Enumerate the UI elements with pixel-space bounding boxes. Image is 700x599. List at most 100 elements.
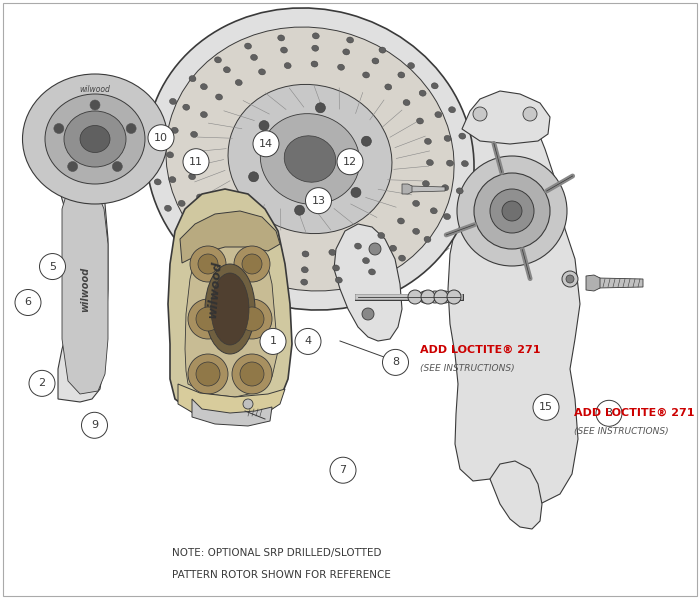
Text: PATTERN ROTOR SHOWN FOR REFERENCE: PATTERN ROTOR SHOWN FOR REFERENCE bbox=[172, 570, 391, 580]
Text: 11: 11 bbox=[189, 157, 203, 167]
Text: 2: 2 bbox=[38, 379, 46, 388]
Ellipse shape bbox=[80, 126, 110, 153]
Circle shape bbox=[90, 100, 100, 110]
Circle shape bbox=[596, 400, 622, 426]
Text: 12: 12 bbox=[343, 157, 357, 167]
Ellipse shape bbox=[146, 8, 474, 310]
Circle shape bbox=[502, 201, 522, 221]
Circle shape bbox=[419, 291, 431, 303]
Ellipse shape bbox=[435, 111, 442, 117]
Text: ADD LOCTITE® 271: ADD LOCTITE® 271 bbox=[574, 407, 694, 418]
Ellipse shape bbox=[312, 45, 318, 52]
Polygon shape bbox=[490, 461, 542, 529]
Ellipse shape bbox=[235, 80, 242, 86]
Ellipse shape bbox=[372, 58, 379, 64]
Polygon shape bbox=[180, 211, 280, 263]
Polygon shape bbox=[598, 278, 643, 288]
Circle shape bbox=[295, 205, 304, 215]
Circle shape bbox=[316, 103, 326, 113]
Circle shape bbox=[68, 162, 78, 171]
Text: (SEE INSTRUCTIONS): (SEE INSTRUCTIONS) bbox=[574, 427, 668, 436]
Ellipse shape bbox=[157, 124, 164, 130]
Circle shape bbox=[196, 307, 220, 331]
Polygon shape bbox=[185, 229, 278, 397]
Ellipse shape bbox=[22, 74, 167, 204]
Ellipse shape bbox=[152, 152, 159, 158]
Circle shape bbox=[198, 254, 218, 274]
Circle shape bbox=[243, 399, 253, 409]
Ellipse shape bbox=[200, 84, 207, 90]
Polygon shape bbox=[477, 179, 548, 251]
Circle shape bbox=[449, 291, 461, 303]
Circle shape bbox=[112, 162, 122, 171]
Circle shape bbox=[362, 308, 374, 320]
Circle shape bbox=[337, 149, 363, 175]
Circle shape bbox=[447, 290, 461, 304]
Circle shape bbox=[409, 291, 421, 303]
Ellipse shape bbox=[343, 49, 350, 55]
Circle shape bbox=[434, 290, 448, 304]
Circle shape bbox=[234, 246, 270, 282]
Polygon shape bbox=[448, 101, 580, 504]
Circle shape bbox=[562, 271, 578, 287]
Ellipse shape bbox=[205, 249, 212, 255]
Circle shape bbox=[439, 291, 451, 303]
Ellipse shape bbox=[284, 62, 291, 69]
Polygon shape bbox=[58, 179, 108, 402]
Circle shape bbox=[421, 290, 435, 304]
Ellipse shape bbox=[426, 159, 433, 165]
Circle shape bbox=[429, 291, 441, 303]
Ellipse shape bbox=[172, 127, 178, 134]
Ellipse shape bbox=[187, 152, 194, 159]
Ellipse shape bbox=[166, 27, 454, 291]
Ellipse shape bbox=[244, 43, 251, 49]
Circle shape bbox=[457, 156, 567, 266]
Ellipse shape bbox=[164, 205, 172, 211]
Polygon shape bbox=[62, 184, 108, 394]
Polygon shape bbox=[90, 167, 108, 184]
Circle shape bbox=[183, 149, 209, 175]
Polygon shape bbox=[178, 384, 285, 421]
Ellipse shape bbox=[154, 179, 161, 185]
Ellipse shape bbox=[335, 277, 342, 283]
Circle shape bbox=[408, 290, 422, 304]
Polygon shape bbox=[462, 91, 550, 144]
Ellipse shape bbox=[276, 248, 282, 254]
Ellipse shape bbox=[346, 37, 354, 43]
Circle shape bbox=[361, 136, 372, 146]
Ellipse shape bbox=[332, 265, 340, 271]
Circle shape bbox=[188, 299, 228, 339]
Ellipse shape bbox=[178, 200, 186, 207]
Ellipse shape bbox=[444, 135, 451, 141]
Ellipse shape bbox=[182, 229, 189, 235]
Ellipse shape bbox=[251, 240, 258, 246]
Ellipse shape bbox=[312, 33, 319, 39]
Circle shape bbox=[490, 189, 534, 233]
Ellipse shape bbox=[210, 213, 217, 219]
Ellipse shape bbox=[398, 255, 405, 261]
Ellipse shape bbox=[267, 275, 274, 281]
Text: 9: 9 bbox=[91, 420, 98, 430]
Circle shape bbox=[369, 243, 381, 255]
Circle shape bbox=[29, 370, 55, 397]
Ellipse shape bbox=[379, 47, 386, 53]
Text: 4: 4 bbox=[304, 337, 312, 346]
Ellipse shape bbox=[194, 222, 201, 228]
Circle shape bbox=[232, 299, 272, 339]
Circle shape bbox=[566, 275, 574, 283]
Ellipse shape bbox=[385, 84, 392, 90]
Ellipse shape bbox=[205, 264, 255, 354]
Circle shape bbox=[259, 120, 269, 131]
Ellipse shape bbox=[444, 213, 451, 220]
Circle shape bbox=[240, 307, 264, 331]
Circle shape bbox=[248, 172, 258, 181]
Ellipse shape bbox=[200, 111, 207, 117]
Text: wilwood: wilwood bbox=[206, 260, 224, 318]
Circle shape bbox=[253, 131, 279, 157]
Circle shape bbox=[351, 187, 361, 198]
Ellipse shape bbox=[368, 269, 375, 275]
Ellipse shape bbox=[378, 232, 385, 238]
Text: 13: 13 bbox=[312, 196, 326, 205]
Ellipse shape bbox=[407, 62, 414, 69]
Ellipse shape bbox=[424, 237, 431, 243]
